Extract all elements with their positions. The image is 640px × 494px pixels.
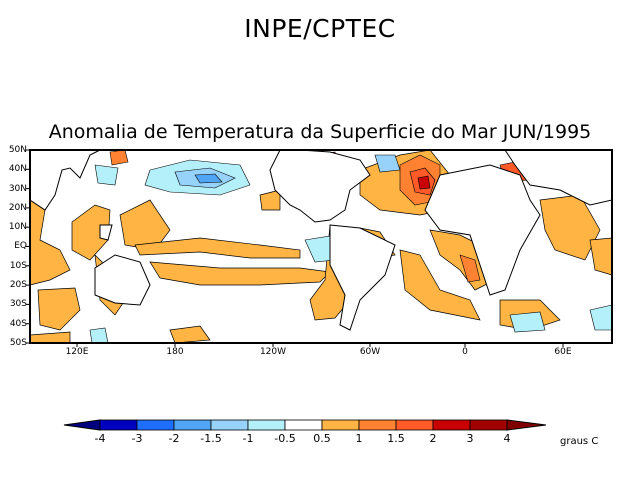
map-title: Anomalia de Temperatura da Superficie do… <box>48 121 592 143</box>
colorbar-box <box>99 419 138 431</box>
lat-label: 30S <box>9 299 27 309</box>
colorbar-arrow-low <box>63 419 101 431</box>
lat-label: 10S <box>9 261 27 271</box>
colorbar-label: -3 <box>131 432 143 445</box>
colorbar-label: 4 <box>503 432 511 445</box>
continents <box>29 149 613 331</box>
colorbar-units: graus C <box>560 436 599 447</box>
colorbar-box <box>247 419 286 431</box>
lat-label: EQ <box>14 241 27 251</box>
lat-label: 20N <box>8 203 27 213</box>
colorbar-box <box>358 419 397 431</box>
colorbar-label: -4 <box>94 432 106 445</box>
lat-label: 10N <box>8 222 27 232</box>
lat-label: 50S <box>9 338 27 348</box>
colorbar-label: 2 <box>429 432 437 445</box>
colorbar-label: -2 <box>168 432 180 445</box>
page-title: INPE/CPTEC <box>244 14 396 43</box>
lon-label: 120W <box>259 347 287 357</box>
colorbar-box <box>284 419 323 431</box>
axis-ticks <box>26 149 564 347</box>
colorbar-label: 1 <box>355 432 363 445</box>
lat-label: 50N <box>8 145 27 155</box>
colorbar-label: 0.5 <box>313 432 331 445</box>
lon-label: 60E <box>554 347 572 357</box>
lat-label: 40N <box>8 164 27 174</box>
colorbar-label: -1 <box>242 432 254 445</box>
colorbar-label: -0.5 <box>274 432 296 445</box>
colorbar-arrow-high <box>506 419 547 431</box>
colorbar-box <box>432 419 471 431</box>
lon-label: 60W <box>359 347 381 357</box>
colorbar-box <box>469 419 508 431</box>
colorbar-box <box>321 419 360 431</box>
lon-label: 180 <box>166 347 184 357</box>
lat-label: 40S <box>9 319 27 329</box>
colorbar <box>63 419 547 431</box>
negative-anomaly-areas <box>89 154 613 344</box>
lat-label: 30N <box>8 184 27 194</box>
lon-label: 0 <box>462 347 468 357</box>
colorbar-box <box>173 419 212 431</box>
colorbar-box <box>210 419 249 431</box>
lon-label: 120E <box>65 347 89 357</box>
colorbar-label: -1.5 <box>200 432 222 445</box>
colorbar-label: 1.5 <box>387 432 405 445</box>
colorbar-box <box>395 419 434 431</box>
colorbar-label: 3 <box>466 432 474 445</box>
lat-label: 20S <box>9 280 27 290</box>
colorbar-box <box>136 419 175 431</box>
